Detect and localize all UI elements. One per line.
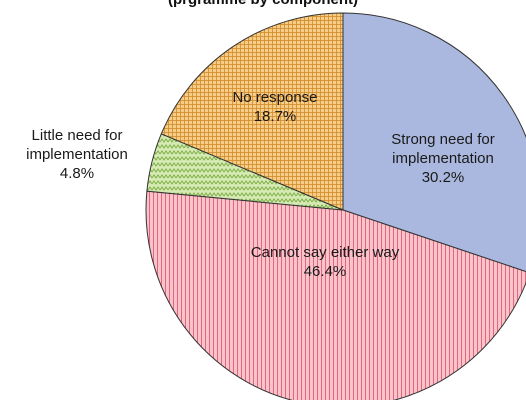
slice-category-label: No response [232,89,317,106]
slice-label: Strong need for implementation 30.2% [391,131,494,186]
slice-value-label: 46.4% [304,263,347,280]
slice-category-label: Little need for [32,127,123,144]
slice-value-label: 18.7% [254,108,297,125]
slice-category-label: Cannot say either way [251,244,400,261]
pie-slice [145,190,526,400]
pie-slices [145,12,526,400]
slice-category-label: implementation [26,146,128,163]
slice-value-label: 4.8% [60,165,94,182]
slice-category-label: implementation [392,150,494,167]
slice-label: No response 18.7% [232,89,317,125]
slice-category-label: Strong need for [391,131,494,148]
pie-slice [342,12,526,273]
slice-value-label: 30.2% [422,169,465,186]
slice-label: Little need for implementation 4.8% [26,127,128,182]
chart-title: (prgramme by component) [0,0,526,8]
slice-label: Cannot say either way 46.4% [251,244,400,280]
pie-labels: Strong need for implementation 30.2% Cannot… [26,89,495,280]
pie-slice [160,12,344,211]
